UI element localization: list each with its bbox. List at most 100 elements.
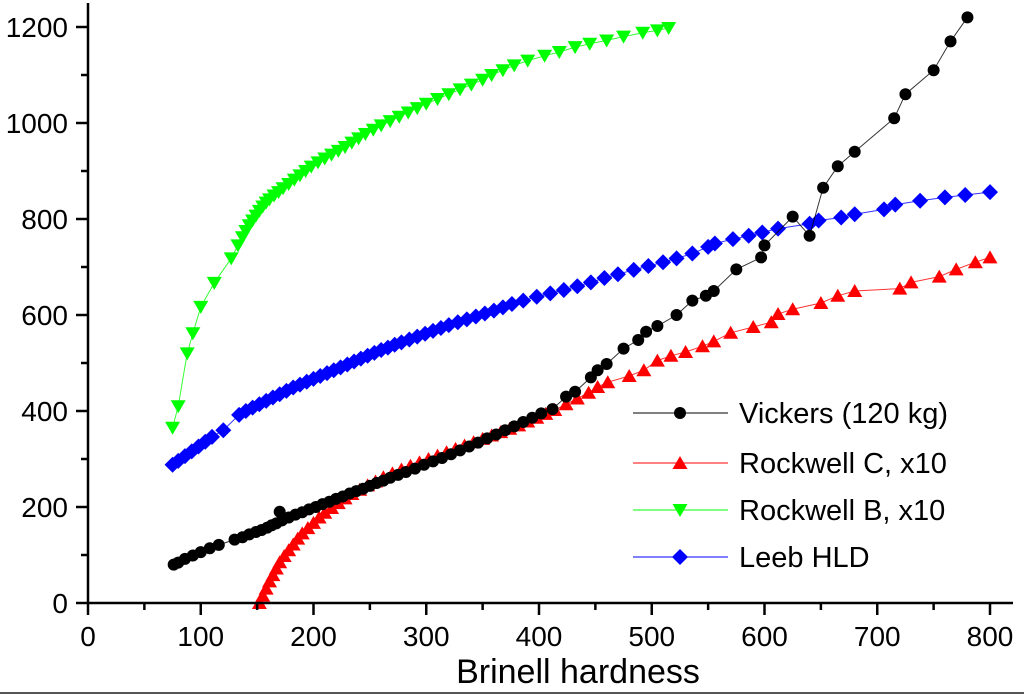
legend-label: Rockwell B, x10 [739, 495, 945, 527]
data-point [830, 288, 846, 302]
data-point [957, 187, 974, 203]
data-point [436, 452, 449, 465]
data-point [409, 102, 425, 116]
data-point [847, 284, 863, 297]
data-point [758, 239, 771, 252]
data-point [649, 24, 665, 38]
series-leeb-hld [164, 184, 998, 473]
data-point [684, 245, 701, 262]
data-point [755, 251, 768, 264]
data-point [899, 88, 912, 101]
legend-marker [672, 549, 688, 565]
x-tick-label: 300 [403, 621, 450, 652]
data-point [558, 397, 574, 411]
x-tick-label: 200 [290, 621, 337, 652]
data-point [265, 568, 281, 582]
data-point [590, 380, 606, 393]
y-ticks: 0 200 400 600 800 1000 1200 [6, 12, 88, 619]
data-point [212, 538, 225, 551]
data-point [499, 424, 512, 437]
data-point [185, 327, 201, 341]
data-point [179, 347, 195, 361]
data-point [546, 403, 559, 416]
data-point [581, 385, 597, 399]
y-tick-label: 600 [21, 300, 68, 331]
data-point [170, 400, 186, 414]
data-point [194, 546, 207, 559]
legend-item: Rockwell C, x10 [633, 448, 947, 480]
y-tick-label: 800 [21, 204, 68, 235]
axes: 0 100 200 300 400 500 600 700 800 0 200 400 600 800 1… [6, 3, 1013, 652]
data-point [663, 348, 679, 362]
data-point [632, 333, 645, 346]
legend-marker [672, 504, 688, 517]
data-point [551, 45, 567, 59]
data-point [740, 227, 757, 244]
data-point [490, 428, 503, 441]
series-layer [164, 11, 998, 609]
x-ticks: 0 100 200 300 400 500 600 700 800 [80, 603, 1013, 652]
data-point [165, 421, 181, 435]
legend-item: Rockwell B, x10 [633, 495, 945, 527]
data-point [204, 428, 221, 445]
data-point [517, 416, 530, 429]
data-point [640, 258, 657, 275]
x-tick-label: 0 [80, 621, 96, 652]
data-point [817, 181, 830, 194]
data-point [508, 420, 521, 433]
series-vickers-120-kg [167, 11, 974, 571]
data-point [382, 115, 398, 129]
data-point [560, 390, 573, 403]
data-point [324, 500, 340, 514]
data-point [258, 581, 274, 595]
data-point [596, 270, 613, 287]
data-point [472, 436, 485, 449]
data-point [441, 88, 457, 102]
data-point [694, 339, 710, 353]
data-point [635, 26, 651, 40]
data-point [730, 263, 743, 276]
data-point [707, 285, 720, 297]
legend-label: Leeb HLD [739, 542, 870, 574]
data-point [481, 432, 494, 445]
data-point [520, 54, 536, 68]
legend-label: Rockwell C, x10 [739, 448, 947, 480]
data-point [373, 119, 389, 133]
data-point [931, 269, 947, 283]
data-point [786, 210, 799, 223]
data-point [193, 300, 209, 314]
data-point [724, 231, 741, 248]
data-point [649, 353, 665, 367]
data-point [418, 97, 434, 111]
data-point [515, 292, 532, 309]
data-point [567, 41, 583, 55]
data-point [357, 128, 373, 142]
y-tick-label: 1200 [6, 12, 68, 43]
data-point [400, 106, 416, 120]
data-point [569, 391, 585, 405]
data-point [495, 64, 511, 78]
data-point [609, 266, 626, 283]
data-point [803, 229, 816, 242]
legend-item: Leeb HLD [633, 542, 870, 574]
data-point [661, 21, 677, 35]
data-point [430, 93, 446, 106]
data-point [599, 34, 615, 48]
series-rockwell-b-x10 [165, 21, 677, 435]
data-point [600, 357, 613, 370]
data-point [365, 123, 381, 137]
data-point [616, 30, 632, 44]
data-point [463, 440, 476, 453]
data-point [655, 254, 672, 271]
data-point [555, 282, 572, 299]
data-point [391, 110, 407, 124]
data-point [670, 309, 683, 321]
data-point [535, 407, 548, 420]
bottom-border [0, 692, 1024, 694]
legend: Vickers (120 kg) Rockwell C, x10 Rockwell … [633, 398, 948, 574]
data-point [948, 262, 964, 276]
data-point [936, 189, 953, 206]
data-point [912, 192, 929, 209]
data-point [255, 588, 271, 602]
